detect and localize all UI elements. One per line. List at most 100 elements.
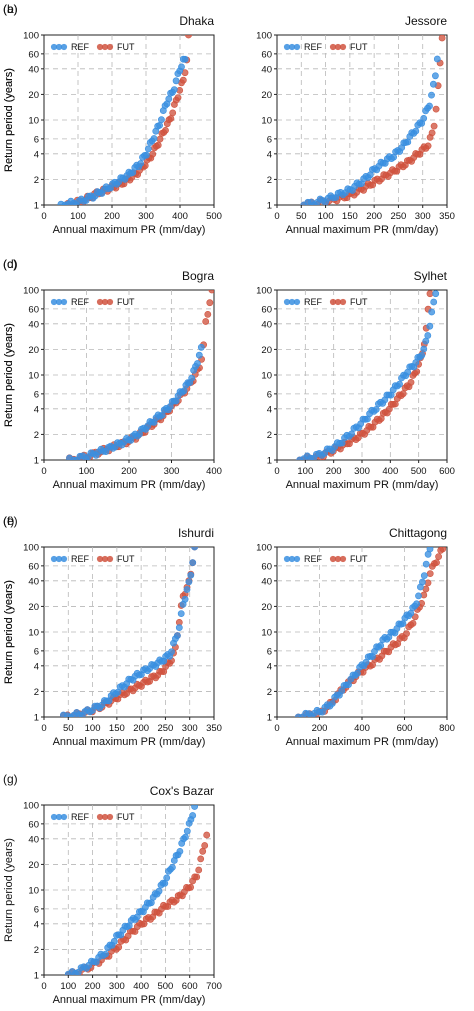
x-tick-label: 200 — [104, 211, 120, 222]
y-tick-label: 100 — [23, 31, 39, 42]
legend-label-fut: FUT — [350, 297, 368, 307]
fut-point — [430, 122, 438, 130]
y-tick-label: 1 — [34, 456, 39, 467]
ref-point — [418, 351, 426, 359]
fut-point — [206, 299, 214, 307]
fut-point — [169, 109, 177, 117]
ref-point — [396, 380, 403, 388]
y-axis-label: Return period (years) — [3, 68, 15, 172]
fut-point — [204, 310, 212, 318]
y-tick-label: 60 — [28, 49, 39, 60]
y-tick-label: 6 — [34, 389, 39, 400]
legend-marker-ref — [50, 298, 58, 306]
x-axis-label: Annual maximum PR (mm/day) — [53, 479, 206, 491]
y-tick-label: 2 — [267, 687, 272, 698]
x-tick-label: 400 — [172, 211, 188, 222]
ref-point — [191, 547, 198, 551]
fut-point — [174, 94, 182, 101]
ref-point — [420, 345, 428, 353]
x-tick-label: 300 — [354, 466, 370, 477]
x-tick-label: 400 — [354, 723, 370, 734]
x-tick-label: 0 — [41, 466, 46, 477]
fut-point — [399, 390, 407, 398]
legend-marker-ref — [55, 43, 63, 51]
x-tick-label: 150 — [109, 723, 125, 734]
fut-point — [208, 290, 214, 294]
ref-point — [432, 290, 440, 298]
y-tick-label: 10 — [261, 116, 272, 127]
data-points — [60, 547, 198, 717]
fut-point — [407, 378, 415, 386]
x-tick-label: 200 — [121, 466, 137, 477]
x-tick-label: 100 — [60, 981, 76, 992]
legend-marker-fut — [334, 43, 342, 51]
y-axis-label: Return period (years) — [3, 68, 15, 172]
ref-point — [426, 102, 433, 110]
y-tick-label: 40 — [28, 64, 39, 75]
legend-marker-fut — [329, 298, 337, 306]
legend-marker-ref — [50, 813, 58, 821]
ref-point — [433, 55, 441, 63]
legend-marker-ref — [60, 298, 68, 306]
x-tick-label: 0 — [41, 981, 46, 992]
y-tick-label: 4 — [34, 661, 39, 672]
y-tick-label: 100 — [256, 286, 272, 297]
ref-point — [176, 848, 184, 855]
y-tick-label: 2 — [267, 175, 272, 186]
y-tick-label: 40 — [28, 319, 39, 330]
y-tick-label: 1 — [267, 201, 272, 212]
x-tick-label: 500 — [411, 466, 427, 477]
y-tick-label: 10 — [28, 628, 39, 639]
legend-marker-ref — [283, 43, 291, 51]
x-tick-label: 500 — [157, 981, 173, 992]
legend-marker-fut — [339, 555, 347, 563]
legend-marker-fut — [101, 298, 109, 306]
legend-marker-ref — [293, 298, 301, 306]
ref-point — [177, 610, 185, 617]
legend-marker-ref — [288, 298, 296, 306]
ref-point — [163, 874, 171, 882]
ref-point — [412, 127, 420, 135]
ref-point — [188, 374, 196, 382]
y-tick-label: 6 — [267, 646, 272, 657]
ref-point — [144, 145, 152, 153]
x-tick-label: 50 — [63, 723, 74, 734]
ref-point — [175, 624, 183, 631]
y-axis-label: Return period (years) — [3, 323, 15, 427]
y-tick-label: 2 — [34, 430, 39, 441]
chart-panel-2: 0 50 100 150 200 250 300 350124610204060100(b)J… — [3, 2, 455, 236]
ref-point — [150, 135, 158, 142]
x-tick-label: 300 — [164, 466, 180, 477]
legend-label-fut: FUT — [117, 812, 135, 822]
x-tick-label: 200 — [366, 211, 382, 222]
chart-panel-5: 0 50 100 150 200 250 300 350 1 2 4 6 10 20 40 60 100 (e) I… — [3, 514, 222, 748]
y-tick-label: 10 — [261, 628, 272, 639]
x-tick-label: 700 — [206, 981, 222, 992]
x-tick-label: 100 — [85, 723, 101, 734]
legend-marker-fut — [101, 813, 109, 821]
y-tick-label: 100 — [23, 801, 39, 812]
ref-point — [420, 572, 428, 579]
x-tick-label: 0 — [274, 466, 279, 477]
y-tick-label: 6 — [267, 134, 272, 145]
legend-marker-fut — [106, 298, 114, 306]
y-tick-label: 1 — [267, 456, 272, 467]
ref-point — [422, 337, 430, 345]
y-tick-label: 2 — [267, 430, 272, 441]
x-axis-label: Annual maximum PR (mm/day) — [53, 224, 206, 236]
legend-marker-fut — [106, 813, 114, 821]
x-tick-label: 200 — [85, 981, 101, 992]
y-tick-label: 40 — [261, 64, 272, 75]
ref-point — [422, 560, 430, 568]
y-tick-label: 4 — [267, 404, 272, 415]
ref-point — [348, 430, 355, 438]
legend-label-fut: FUT — [117, 42, 135, 52]
y-tick-label: 4 — [34, 919, 39, 930]
ref-point — [430, 298, 438, 306]
x-tick-label: 200 — [326, 466, 342, 477]
panel-label: (b) — [3, 2, 18, 16]
y-tick-label: 2 — [34, 687, 39, 698]
legend-marker-ref — [60, 555, 68, 563]
legend-marker-ref — [293, 555, 301, 563]
